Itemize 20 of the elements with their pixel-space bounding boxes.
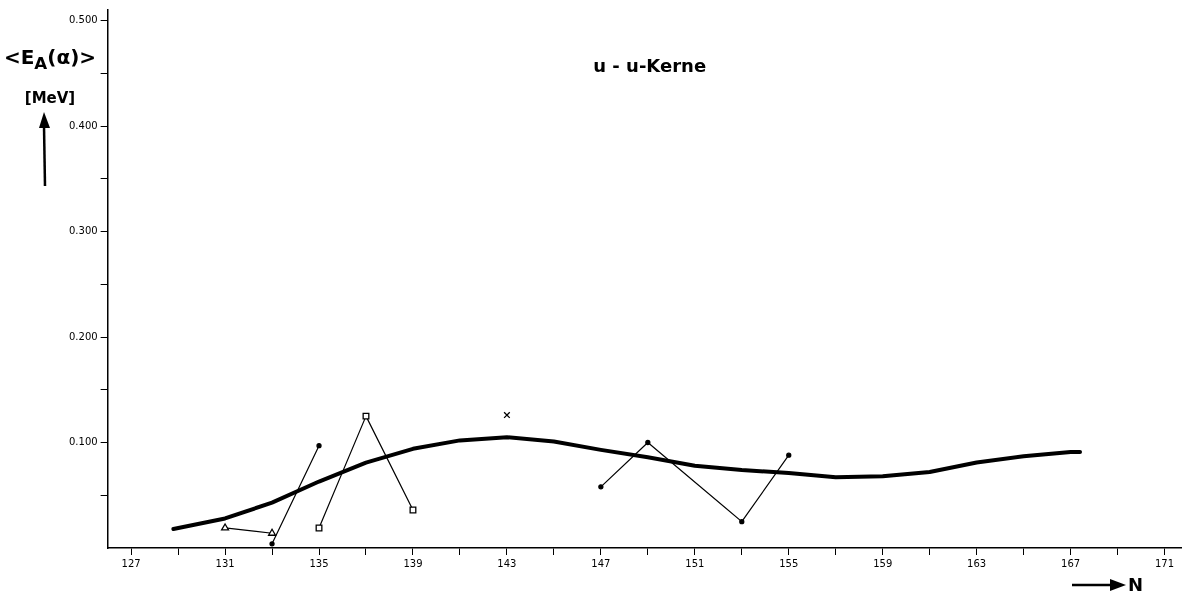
x-tick-label: 171 — [1155, 557, 1175, 569]
y-tick-label: 0.500 — [68, 14, 98, 26]
x-tick-label: 139 — [403, 557, 423, 569]
y-tick-label: 0.400 — [68, 119, 98, 131]
x-tick-label: 151 — [685, 557, 705, 569]
x-axis-title: N — [1128, 574, 1144, 595]
x-tick-label: 159 — [873, 557, 893, 569]
x-tick-label: 147 — [591, 557, 611, 569]
y-tick-label: 0.100 — [68, 436, 98, 448]
y-tick-label: 0.300 — [68, 225, 98, 237]
y-axis-title: <E$_{A}$(α)> [MeV] — [2, 44, 98, 109]
annotation: u - u-Kerne — [593, 55, 707, 76]
x-tick-label: 163 — [967, 557, 987, 569]
x-tick-label: 167 — [1061, 557, 1081, 569]
x-tick-label: 135 — [309, 557, 329, 569]
x-tick-label: 155 — [779, 557, 799, 569]
x-tick-label: 143 — [497, 557, 517, 569]
x-tick-label: 131 — [215, 557, 235, 569]
y-tick-label: 0.200 — [68, 330, 98, 342]
x-tick-label: 127 — [121, 557, 141, 569]
